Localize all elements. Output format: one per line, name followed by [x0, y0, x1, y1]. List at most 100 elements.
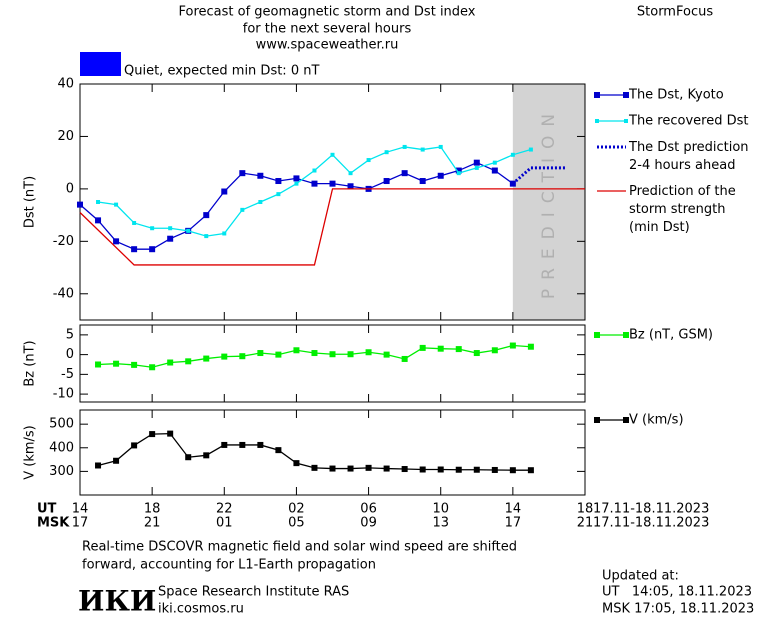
point	[312, 168, 317, 173]
point	[149, 246, 156, 253]
plot-frame	[79, 324, 586, 403]
point	[167, 359, 174, 366]
point	[96, 200, 101, 204]
point	[455, 167, 462, 174]
updated-msk: MSK 17:05, 18.11.2023	[602, 602, 754, 617]
brand: StormFocus	[637, 5, 713, 20]
point	[95, 462, 102, 469]
point	[276, 192, 281, 197]
point	[420, 147, 425, 152]
legend-label: The Dst, Kyoto	[628, 88, 724, 103]
point	[419, 466, 426, 473]
point	[311, 464, 318, 471]
point	[528, 147, 533, 152]
point	[329, 351, 336, 358]
x-tick-label: 14	[72, 502, 89, 517]
point	[185, 358, 192, 365]
point	[509, 342, 516, 349]
point	[294, 181, 299, 186]
series-line	[97, 146, 532, 237]
point	[473, 466, 480, 473]
point	[365, 349, 372, 356]
point	[203, 212, 210, 219]
logo: ИКИ	[78, 585, 156, 618]
x-tick-label: 18	[577, 502, 594, 517]
point	[293, 175, 300, 182]
y-tick-label: -20	[53, 234, 74, 249]
quiet-box	[80, 52, 121, 76]
series-line	[98, 344, 531, 368]
point	[437, 345, 444, 352]
x-tick-label-msk: 01	[216, 516, 233, 531]
point	[455, 346, 462, 353]
point	[149, 364, 156, 371]
y-tick-label: 20	[57, 129, 74, 144]
point	[491, 466, 498, 473]
point	[329, 465, 336, 472]
point	[455, 466, 462, 473]
point	[95, 217, 102, 224]
x-tick-label: 22	[216, 502, 233, 517]
y-tick-label: 5	[66, 327, 74, 342]
point	[275, 178, 282, 185]
y-tick-label: 0	[66, 347, 74, 362]
legend-label: V (km/s)	[629, 413, 684, 428]
point	[257, 172, 264, 179]
url: www.spaceweather.ru	[256, 38, 399, 53]
prediction-label: PREDICTION	[539, 105, 559, 299]
y-axis-label: Bz (nT)	[23, 340, 38, 386]
legend-marker	[623, 92, 629, 98]
point	[330, 152, 335, 157]
note: forward, accounting for L1-Earth propaga…	[82, 558, 376, 573]
point	[203, 355, 210, 362]
legend-label: The recovered Dst	[628, 114, 748, 129]
point	[347, 183, 354, 190]
y-tick-label: 500	[49, 417, 74, 432]
point	[384, 150, 389, 155]
y-tick-label: -10	[53, 387, 74, 402]
point	[113, 457, 120, 464]
point	[437, 172, 444, 179]
plot-frame	[79, 409, 586, 496]
point	[402, 144, 407, 149]
x-axis-label: MSK	[37, 516, 70, 531]
point	[131, 246, 138, 253]
y-axis-label: Dst (nT)	[23, 176, 38, 228]
x-tick-label: 14	[505, 502, 522, 517]
point	[257, 441, 264, 448]
point	[113, 360, 120, 367]
point	[240, 207, 245, 212]
point	[132, 220, 137, 225]
point	[149, 431, 156, 438]
y-tick-label: 0	[66, 181, 74, 196]
x-tick-label-msk: 13	[432, 516, 449, 531]
x-tick-label: 18	[144, 502, 161, 517]
point	[401, 355, 408, 362]
point	[419, 344, 426, 351]
title: Forecast of geomagnetic storm and Dst in…	[178, 5, 475, 20]
point	[527, 467, 534, 474]
point	[114, 202, 119, 207]
point	[474, 165, 479, 170]
point	[203, 452, 210, 459]
y-tick-label: 300	[49, 464, 74, 479]
point	[473, 350, 480, 357]
series-line	[79, 188, 585, 266]
note: Real-time DSCOVR magnetic field and sola…	[82, 540, 517, 555]
point	[527, 343, 534, 350]
point	[311, 350, 318, 357]
updated-title: Updated at:	[602, 569, 679, 584]
institute-url: iki.cosmos.ru	[158, 602, 244, 617]
quiet-label: Quiet, expected min Dst: 0 nT	[124, 64, 319, 79]
y-tick-label: -5	[61, 367, 74, 382]
x-tick-label: 02	[288, 502, 305, 517]
point	[510, 152, 515, 157]
point	[383, 351, 390, 358]
point	[329, 180, 336, 187]
legend-marker	[595, 119, 599, 123]
point	[366, 158, 371, 163]
x-axis-label: UT	[37, 502, 57, 517]
point	[383, 178, 390, 185]
point	[491, 347, 498, 354]
